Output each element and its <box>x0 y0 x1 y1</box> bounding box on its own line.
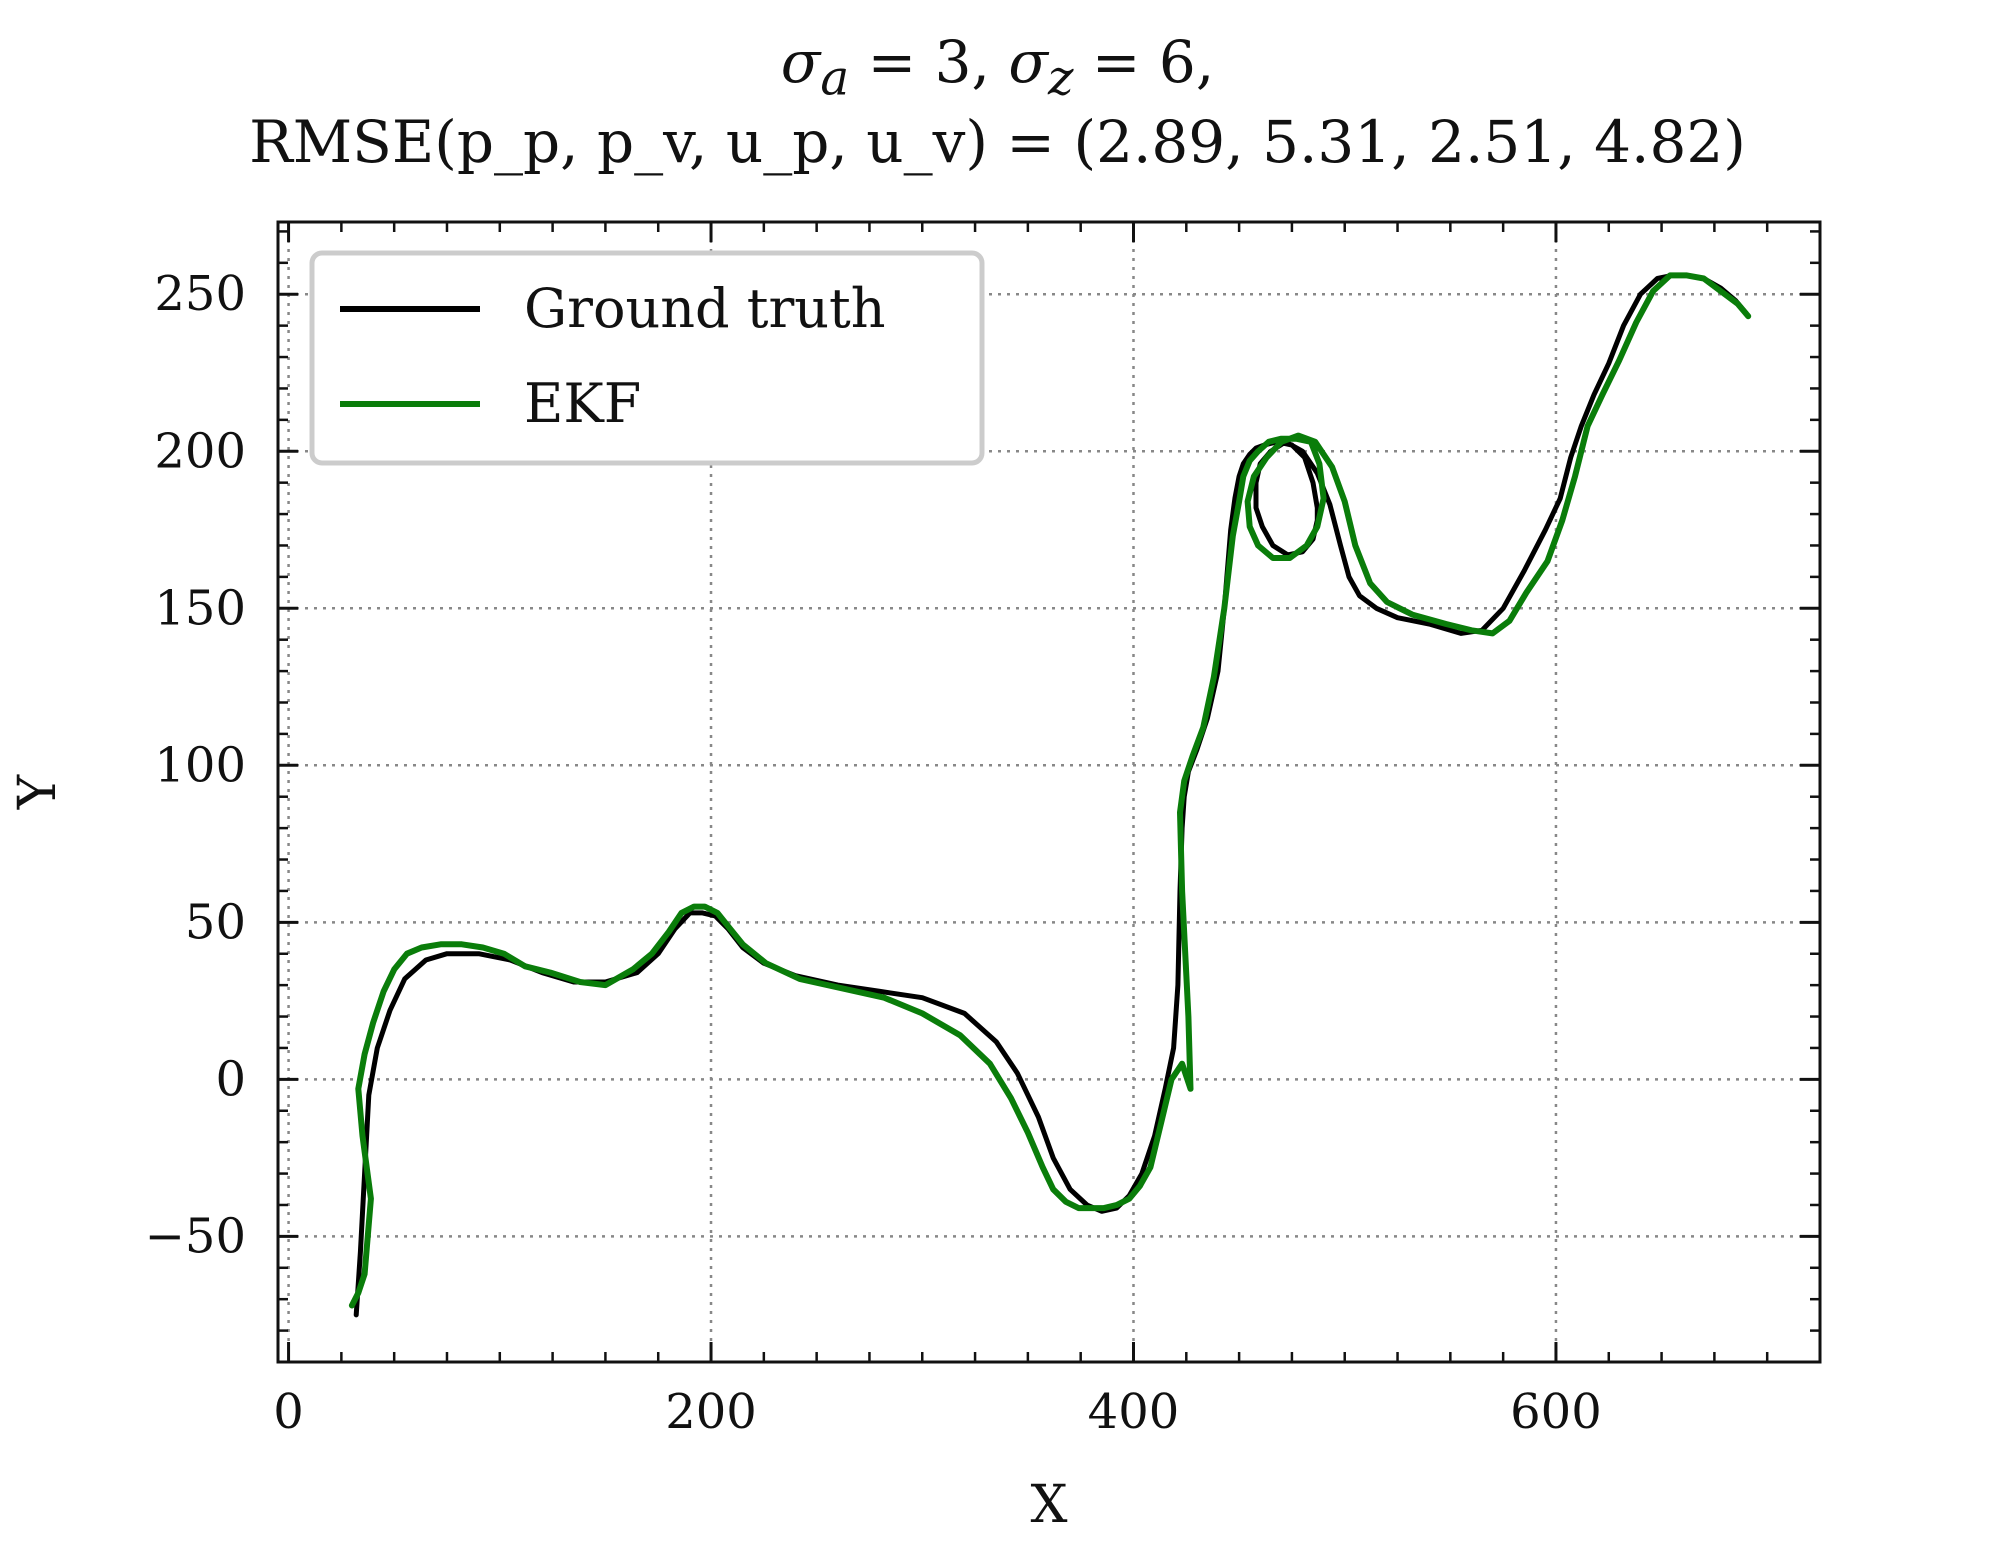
y-tick-label: 150 <box>154 580 246 636</box>
y-tick-label: 100 <box>154 737 246 793</box>
legend-label-ground-truth: Ground truth <box>524 277 886 340</box>
title-sigma-z-value: = 6, <box>1073 28 1215 96</box>
title-sigma-a-sub: a <box>820 50 850 107</box>
x-tick-label: 200 <box>665 1384 757 1440</box>
plot-frame <box>276 220 1822 1364</box>
chart-title-line1: σa = 3, σz = 6, <box>0 28 1995 107</box>
legend-box <box>309 250 985 466</box>
y-tick-label: 0 <box>215 1051 246 1107</box>
x-tick-label: 0 <box>273 1384 304 1440</box>
y-tick-label: 50 <box>185 894 246 950</box>
title-sigma-a: σ <box>780 28 821 96</box>
title-sigma-z: σ <box>1008 28 1048 96</box>
y-tick-label: 200 <box>154 423 246 479</box>
legend: Ground truth EKF <box>309 250 985 466</box>
x-tick-label: 600 <box>1510 1384 1602 1440</box>
legend-label-ekf: EKF <box>524 372 641 435</box>
x-axis-label: X <box>1030 1475 1067 1535</box>
x-tick-label: 400 <box>1088 1384 1180 1440</box>
y-tick-label: 250 <box>154 266 246 322</box>
title-sigma-z-sub: z <box>1047 50 1074 107</box>
series-group <box>348 272 1752 1318</box>
title-sigma-a-value: = 3, <box>849 28 1009 96</box>
y-axis-label: Y <box>8 774 68 810</box>
series-line-ground-truth <box>353 272 1749 1318</box>
series-line-ekf <box>348 272 1752 1309</box>
chart-title-line2: RMSE(p_p, p_v, u_p, u_v) = (2.89, 5.31, … <box>249 108 1746 176</box>
y-tick-label: −50 <box>145 1208 246 1264</box>
axis-ticks <box>278 222 1822 1364</box>
tick-labels: 0 200 400 600 −50 0 50 100 150 200 250 <box>145 266 1602 1440</box>
